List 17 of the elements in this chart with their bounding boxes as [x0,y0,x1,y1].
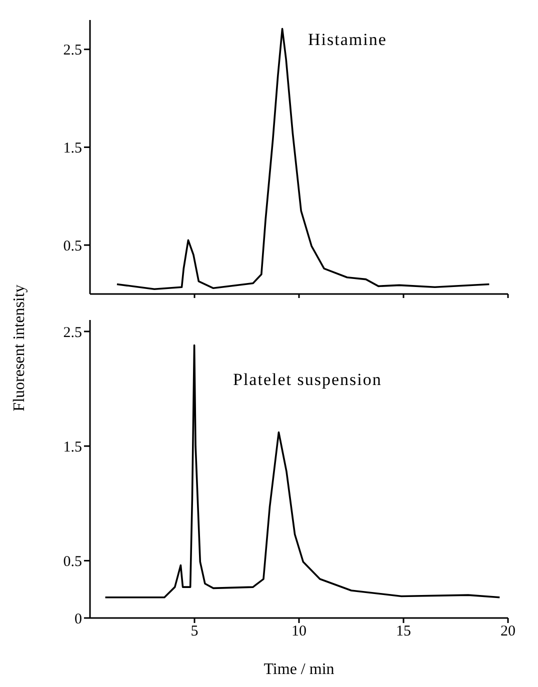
annotation: Platelet suspension [233,370,382,390]
y-tick-label: 1.5 [63,140,82,157]
x-tick-label: 10 [292,624,306,640]
y-tick-label: 2.5 [63,42,82,59]
line-series [116,28,490,290]
y-axis-title: Fluoresent intensity [11,284,29,412]
annotation: Histamine [308,30,387,50]
y-tick-label: 1.5 [63,439,82,456]
x-tick-label: 20 [500,624,516,640]
y-tick-label: 2.5 [63,324,82,341]
y-tick-label: 0.5 [63,238,82,254]
y-tick-label: 0.5 [63,554,82,570]
x-axis-title: Time / min [264,661,334,678]
x-tick-label: 15 [396,624,411,640]
y-tick-label: 0 [74,611,82,628]
x-tick-label: 5 [190,624,198,640]
line-series [104,344,501,598]
